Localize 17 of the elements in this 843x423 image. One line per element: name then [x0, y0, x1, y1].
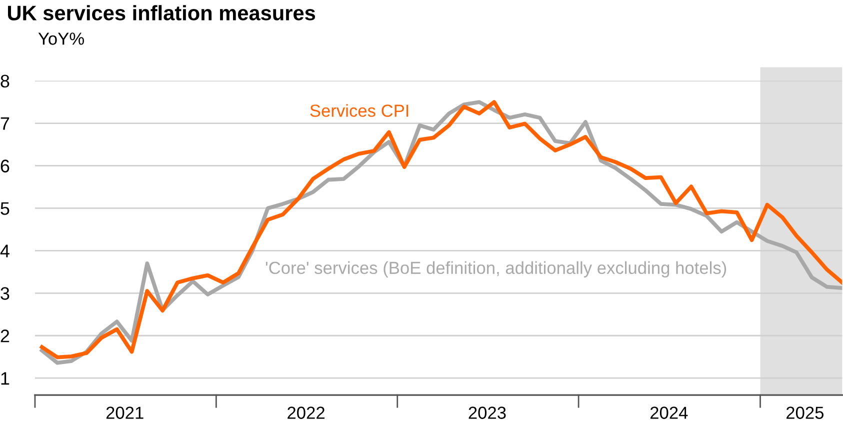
y-tick-label: 1 — [1, 372, 10, 385]
series-label: Services CPI — [310, 104, 408, 117]
chart-title: UK services inflation measures — [8, 5, 316, 20]
x-tick-label: 2023 — [468, 406, 506, 419]
y-tick-label: 2 — [0, 330, 10, 342]
x-tick-label: 2025 — [786, 406, 824, 419]
x-tick-label: 2022 — [288, 406, 324, 419]
y-tick-label: 3 — [0, 287, 10, 300]
series-label: 'Core' services (BoE definition, additionally excluding hotels) — [266, 261, 726, 278]
y-tick-label: 5 — [0, 202, 10, 215]
y-tick-label: 6 — [0, 160, 10, 172]
y-tick-label: 8 — [0, 74, 10, 88]
x-tick-label: 2024 — [650, 406, 688, 419]
y-tick-label: 7 — [0, 117, 10, 130]
y-axis-title: YoY% — [38, 32, 84, 45]
y-tick-label: 4 — [0, 244, 10, 258]
x-tick-label: 2021 — [106, 406, 144, 419]
